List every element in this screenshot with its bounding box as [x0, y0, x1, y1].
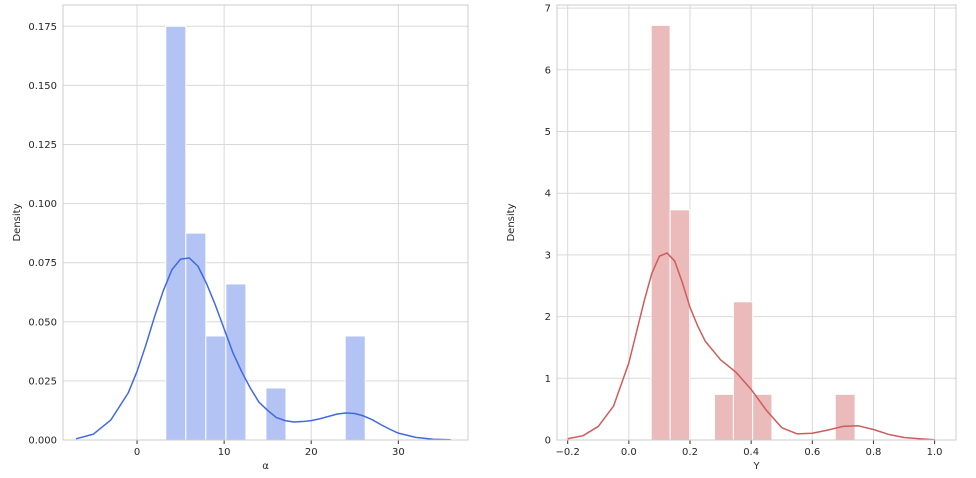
y-tick-label: 0.175 [28, 22, 57, 33]
histogram-bar [752, 393, 773, 441]
y-tick-label: 0.100 [28, 199, 57, 210]
histogram-bar [834, 393, 856, 441]
y-tick-label: 0.075 [28, 258, 57, 269]
histogram-bar [344, 335, 366, 441]
x-axis-label: Υ [752, 461, 760, 472]
x-tick-label: −0.2 [556, 447, 580, 458]
x-tick-label: 0.6 [804, 447, 820, 458]
y-tick-label: 5 [545, 127, 551, 138]
y-tick-label: 1 [545, 374, 551, 385]
y-tick-label: 4 [545, 189, 551, 200]
right-chart: −0.2 0.0 0.2 0.4 0.6 0.8 1.0 0 1 2 3 4 5 6 7 Υ Density [506, 4, 957, 472]
histogram-bar [165, 25, 187, 441]
histogram-bar [732, 301, 754, 441]
axes-frame [62, 4, 469, 441]
y-axis-label: Density [12, 203, 23, 241]
x-tick-label: 1.0 [927, 447, 943, 458]
axes-frame [556, 4, 957, 441]
kde-line [75, 257, 451, 441]
y-tick-label: 3 [545, 250, 551, 261]
x-axis-label: α [262, 461, 269, 472]
y-tick-label: 0.000 [28, 436, 57, 447]
left-chart: 0 10 20 30 0.000 0.025 0.050 0.075 0.100 0.125 0.1… [12, 4, 469, 472]
x-tick-label: 0.0 [621, 447, 637, 458]
y-tick-label: 7 [545, 4, 551, 15]
x-tick-label: 0.2 [682, 447, 698, 458]
y-tick-label: 0.125 [28, 140, 57, 151]
x-tick-label: 20 [305, 447, 318, 458]
histogram-bar [669, 209, 691, 441]
y-tick-label: 0.050 [28, 317, 57, 328]
x-tick-label: 30 [392, 447, 405, 458]
y-axis-label: Density [506, 203, 517, 241]
y-tick-label: 6 [545, 65, 551, 76]
x-tick-label: 0.4 [743, 447, 759, 458]
x-tick-label: 0 [134, 447, 140, 458]
histogram-bar [205, 335, 227, 441]
histogram-bar [650, 24, 671, 441]
histogram-bar [225, 283, 247, 441]
histogram-bar [713, 393, 734, 441]
y-tick-label: 0.025 [28, 376, 57, 387]
x-tick-label: 0.8 [865, 447, 881, 458]
histogram-bar [265, 387, 287, 441]
x-tick-label: 10 [218, 447, 231, 458]
y-tick-label: 0 [545, 436, 551, 447]
kde-line [567, 252, 935, 441]
y-tick-label: 2 [545, 312, 551, 323]
y-tick-label: 0.150 [28, 81, 57, 92]
